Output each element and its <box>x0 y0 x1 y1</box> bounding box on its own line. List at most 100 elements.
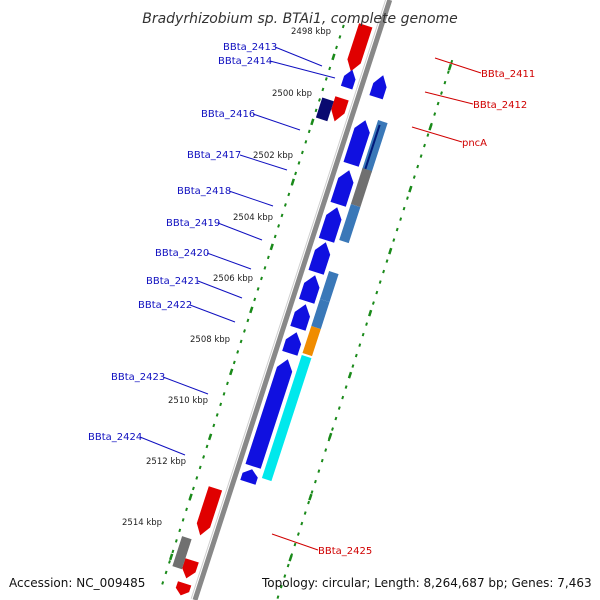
gc-track-tick-right <box>300 150 304 155</box>
gc-track-tick-left <box>307 500 311 505</box>
gc-track-tick-right <box>318 98 321 102</box>
gene-label-BBta_2424[interactable]: BBta_2424 <box>88 432 142 443</box>
cds-reverse <box>175 581 192 596</box>
gene-label-BBta_2412[interactable]: BBta_2412 <box>473 100 527 111</box>
cds-forward <box>245 359 293 469</box>
cds-reverse <box>331 96 349 122</box>
gc-track-tick-right <box>185 507 188 512</box>
cds-reverse <box>182 558 199 579</box>
gc-track-tick-left <box>440 91 443 95</box>
gc-track-tick-right <box>226 381 229 386</box>
gc-track-tick-right <box>297 161 301 165</box>
kbp-label: 2506 kbp <box>213 274 253 284</box>
label-leader <box>269 60 336 79</box>
gc-track-tick-right <box>215 413 219 417</box>
gene-label-BBta_2418[interactable]: BBta_2418 <box>177 186 231 197</box>
gc-track-tick-left <box>419 154 423 158</box>
label-leader <box>424 91 474 105</box>
gene-label-BBta_2423[interactable]: BBta_2423 <box>111 372 165 383</box>
gc-track-tick-left <box>399 217 403 221</box>
blast-hit-block <box>339 204 361 244</box>
label-leader <box>197 280 243 299</box>
label-leader <box>228 190 274 207</box>
gc-track-tick-right <box>191 486 195 491</box>
gc-track-tick-right <box>181 518 185 522</box>
gene-label-BBta_2416[interactable]: BBta_2416 <box>201 109 255 120</box>
gc-track-tick-left <box>300 521 304 526</box>
label-leader <box>434 57 482 74</box>
kbp-tick <box>347 371 353 379</box>
gc-track-tick-left <box>361 332 365 337</box>
gc-track-tick-right <box>205 444 209 449</box>
cds-forward <box>240 469 258 485</box>
gc-track-tick-left <box>392 238 396 242</box>
label-leader <box>252 113 301 131</box>
label-leader <box>239 154 288 171</box>
kbp-tick <box>328 432 333 440</box>
label-leader <box>411 126 463 143</box>
cds-forward <box>369 75 387 100</box>
cds-reverse <box>196 486 223 536</box>
map-graphics <box>139 0 482 600</box>
gc-track-tick-left <box>320 458 324 463</box>
gc-track-tick-right <box>239 339 243 344</box>
gc-track-tick-right <box>222 392 226 396</box>
gene-label-BBta_2425[interactable]: BBta_2425 <box>318 546 372 557</box>
gene-label-BBta_2411[interactable]: BBta_2411 <box>481 69 535 80</box>
gene-label-BBta_2420[interactable]: BBta_2420 <box>155 248 209 259</box>
gc-track-dash <box>290 178 295 186</box>
gc-track-tick-left <box>344 385 348 389</box>
label-leader <box>274 46 323 67</box>
gene-label-BBta_2419[interactable]: BBta_2419 <box>166 218 220 229</box>
blast-hit-block <box>320 271 339 303</box>
label-leader <box>189 304 236 323</box>
gc-track-tick-left <box>331 427 334 431</box>
gene-label-BBta_2414[interactable]: BBta_2414 <box>218 56 272 67</box>
cds-forward <box>290 304 310 331</box>
gc-track-tick-left <box>385 259 389 263</box>
gc-track-tick-left <box>395 227 399 232</box>
gc-track-dash <box>269 243 274 251</box>
gene-label-BBta_2421[interactable]: BBta_2421 <box>146 276 200 287</box>
gc-track-tick-right <box>341 24 345 29</box>
gc-track-tick-right <box>294 171 298 176</box>
gc-track-tick-right <box>307 129 311 134</box>
gc-track-tick-right <box>219 402 223 407</box>
gc-track-tick-left <box>317 469 321 473</box>
label-leader <box>271 533 319 551</box>
gene-label-BBta_2422[interactable]: BBta_2422 <box>138 300 192 311</box>
kbp-label: 2504 kbp <box>233 213 273 223</box>
gc-track-tick-right <box>236 350 240 354</box>
cds-forward <box>340 69 356 90</box>
cds-reverse <box>347 23 373 72</box>
blast-hit-block <box>172 536 192 570</box>
gc-track-tick-right <box>195 476 199 480</box>
gc-track-dash <box>229 368 234 376</box>
gc-track-tick-left <box>276 595 280 599</box>
kbp-tick <box>447 63 453 71</box>
gc-track-tick-left <box>365 322 368 326</box>
map-title: Bradyrhizobium sp. BTAi1, complete genom… <box>142 11 458 27</box>
cds-forward <box>308 242 331 275</box>
gc-track-tick-right <box>287 192 291 197</box>
gc-track-tick-right <box>314 108 318 113</box>
gc-track-dash <box>207 433 213 441</box>
gene-label-pncA[interactable]: pncA <box>462 138 487 149</box>
gc-track-tick-left <box>303 511 307 515</box>
gc-track-tick-left <box>337 406 341 410</box>
gc-track-tick-left <box>446 70 450 74</box>
cds-forward <box>330 170 354 207</box>
gc-track-tick-left <box>351 364 355 368</box>
label-leader <box>206 252 252 270</box>
blast-hit-block <box>350 168 372 208</box>
gc-track-tick-left <box>310 490 314 494</box>
gc-track-tick-left <box>358 343 362 347</box>
gene-label-BBta_2417[interactable]: BBta_2417 <box>187 150 241 161</box>
gc-track-tick-right <box>280 213 284 218</box>
gc-track-tick-left <box>334 416 338 421</box>
kbp-label: 2508 kbp <box>190 335 230 345</box>
gc-track-tick-right <box>243 329 246 333</box>
label-leader <box>139 436 186 456</box>
gc-track-tick-right <box>328 66 332 71</box>
gene-label-BBta_2413[interactable]: BBta_2413 <box>223 42 277 53</box>
